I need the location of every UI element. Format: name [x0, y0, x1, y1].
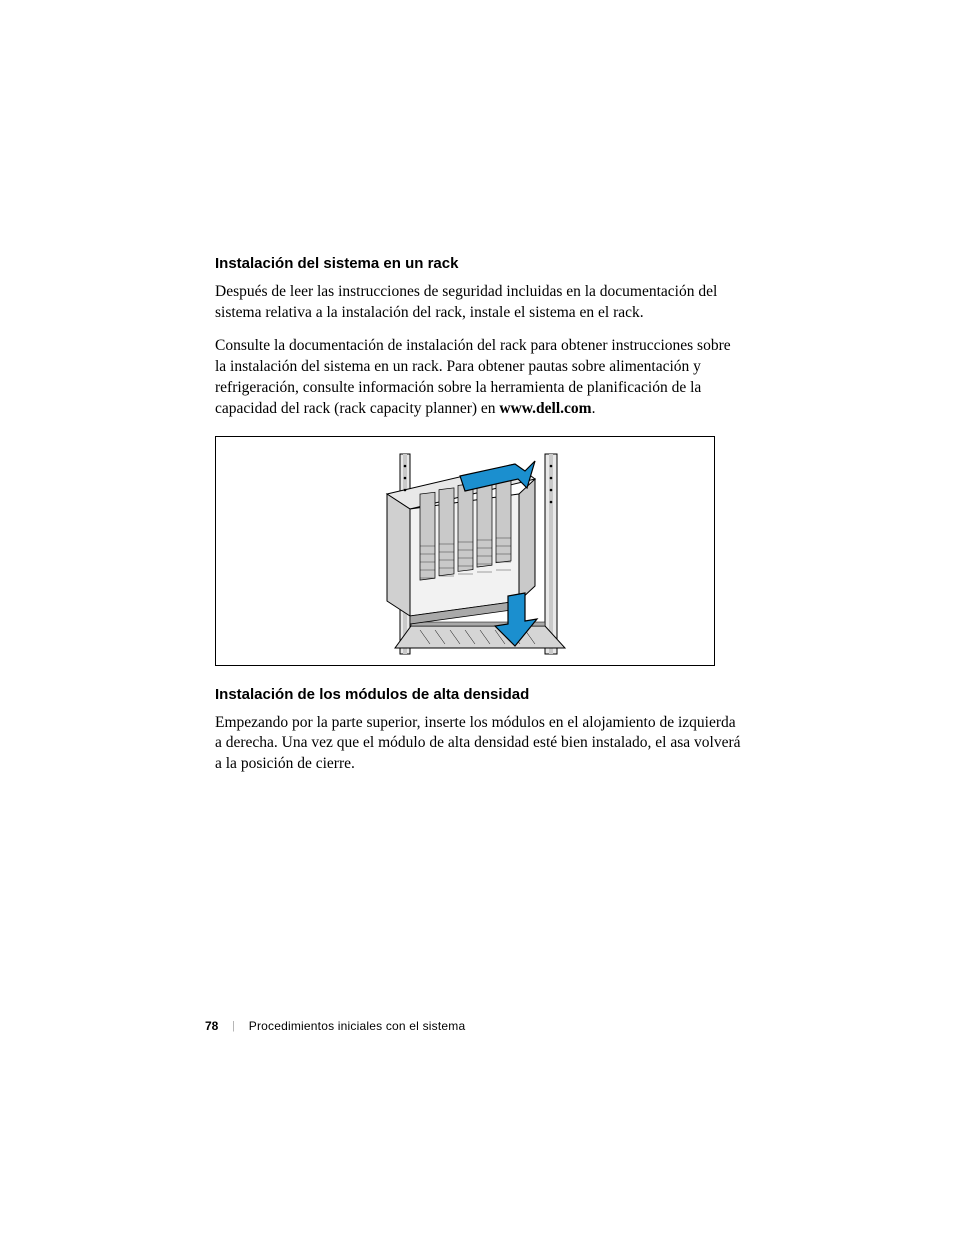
footer-title: Procedimientos iniciales con el sistema — [249, 1019, 466, 1033]
page-footer: 78 | Procedimientos iniciales con el sis… — [205, 1018, 465, 1033]
figure-rack-diagram — [215, 436, 715, 666]
heading-modules-install: Instalación de los módulos de alta densi… — [215, 686, 745, 703]
para-modules-1: Empezando por la parte superior, inserte… — [215, 713, 745, 776]
para-rack-1: Después de leer las instrucciones de seg… — [215, 282, 745, 324]
para-rack-2-pre: Consulte la documentación de instalación… — [215, 337, 731, 417]
para-rack-2-post: . — [592, 400, 596, 417]
page-number: 78 — [205, 1019, 218, 1033]
rack-illustration — [225, 446, 705, 656]
footer-divider: | — [232, 1018, 234, 1033]
para-rack-2: Consulte la documentación de instalación… — [215, 336, 745, 420]
heading-rack-install: Instalación del sistema en un rack — [215, 255, 745, 272]
dell-url: www.dell.com — [499, 400, 591, 417]
page-content: Instalación del sistema en un rack Despu… — [215, 255, 745, 787]
